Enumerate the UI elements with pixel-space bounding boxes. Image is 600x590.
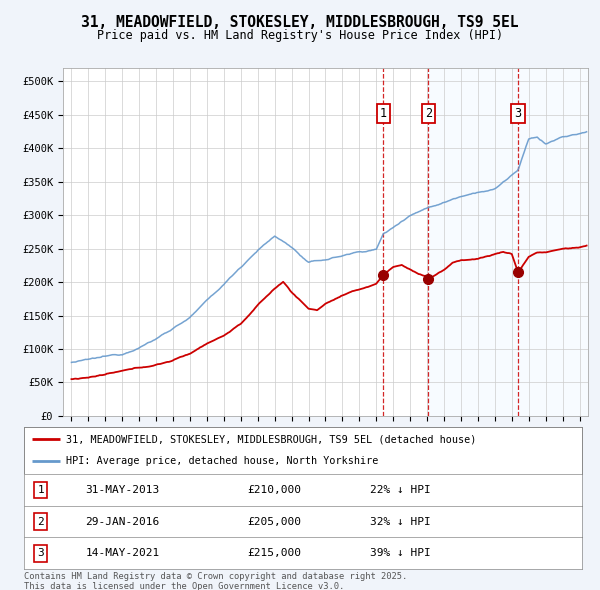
Text: 2: 2 <box>37 517 44 526</box>
Text: 2: 2 <box>425 107 432 120</box>
Text: £215,000: £215,000 <box>247 549 301 558</box>
Text: 31, MEADOWFIELD, STOKESLEY, MIDDLESBROUGH, TS9 5EL: 31, MEADOWFIELD, STOKESLEY, MIDDLESBROUG… <box>81 15 519 30</box>
Text: Contains HM Land Registry data © Crown copyright and database right 2025.
This d: Contains HM Land Registry data © Crown c… <box>24 572 407 590</box>
Bar <box>428 68 518 416</box>
Text: 31-MAY-2013: 31-MAY-2013 <box>85 485 160 494</box>
Text: Price paid vs. HM Land Registry's House Price Index (HPI): Price paid vs. HM Land Registry's House … <box>97 30 503 42</box>
Text: 22% ↓ HPI: 22% ↓ HPI <box>370 485 431 494</box>
Text: 29-JAN-2016: 29-JAN-2016 <box>85 517 160 526</box>
Text: £205,000: £205,000 <box>247 517 301 526</box>
Bar <box>518 68 588 416</box>
Text: 1: 1 <box>37 485 44 494</box>
Text: 3: 3 <box>37 549 44 558</box>
Text: 32% ↓ HPI: 32% ↓ HPI <box>370 517 431 526</box>
Text: 14-MAY-2021: 14-MAY-2021 <box>85 549 160 558</box>
Text: HPI: Average price, detached house, North Yorkshire: HPI: Average price, detached house, Nort… <box>66 456 378 466</box>
Text: 39% ↓ HPI: 39% ↓ HPI <box>370 549 431 558</box>
Text: 3: 3 <box>514 107 521 120</box>
Text: 1: 1 <box>380 107 387 120</box>
Text: 31, MEADOWFIELD, STOKESLEY, MIDDLESBROUGH, TS9 5EL (detached house): 31, MEADOWFIELD, STOKESLEY, MIDDLESBROUG… <box>66 434 476 444</box>
Text: £210,000: £210,000 <box>247 485 301 494</box>
